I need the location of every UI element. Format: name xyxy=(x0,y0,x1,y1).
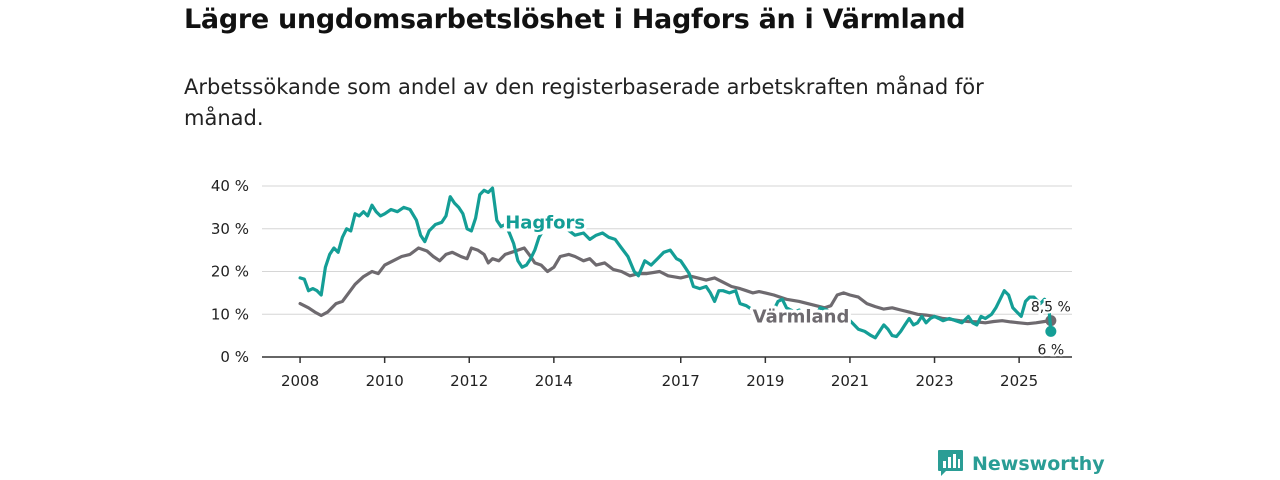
x-tick-label: 2019 xyxy=(746,372,784,390)
y-tick-label: 10 % xyxy=(211,305,249,323)
y-tick-label: 30 % xyxy=(211,220,249,238)
y-axis: 0 % 10 % 20 % 30 % 40 % xyxy=(211,177,249,366)
line-chart: 0 % 10 % 20 % 30 % 40 % 2008 2010 2012 2014 2017… xyxy=(211,177,1073,390)
x-tick-label: 2008 xyxy=(281,372,319,390)
y-tick-label: 40 % xyxy=(211,177,249,195)
gridlines xyxy=(262,185,1072,315)
newsworthy-brand: Newsworthy xyxy=(937,449,1105,478)
x-tick-label: 2014 xyxy=(535,372,573,390)
series-labels: Hagfors Värmland 8,5 % 6 % xyxy=(502,209,1073,360)
x-tick-label: 2010 xyxy=(366,372,404,390)
end-point-marker xyxy=(1045,325,1057,337)
chart-subtitle: Arbetssökande som andel av den registerb… xyxy=(184,75,984,130)
chart-title: Lägre ungdomsarbetslöshet i Hagfors än i… xyxy=(184,4,966,35)
x-tick-label: 2025 xyxy=(1000,372,1038,390)
end-value-label: 8,5 % xyxy=(1031,300,1071,316)
x-tick-label: 2012 xyxy=(450,372,488,390)
newsworthy-logo-icon xyxy=(938,450,963,476)
series-line-hagfors xyxy=(298,186,1053,340)
x-axis: 2008 2010 2012 2014 2017 2019 2021 2023 2025 xyxy=(262,356,1072,390)
end-value-label: 6 % xyxy=(1038,342,1065,358)
y-tick-label: 20 % xyxy=(211,263,249,281)
series-label-vrmland: Värmland xyxy=(753,306,850,327)
series-label-hagfors: Hagfors xyxy=(505,212,585,233)
series-lines xyxy=(298,186,1057,340)
x-tick-label: 2021 xyxy=(831,372,869,390)
x-tick-label: 2023 xyxy=(915,372,953,390)
x-tick-label: 2017 xyxy=(662,372,700,390)
brand-name: Newsworthy xyxy=(972,452,1105,475)
y-tick-label: 0 % xyxy=(220,348,249,366)
